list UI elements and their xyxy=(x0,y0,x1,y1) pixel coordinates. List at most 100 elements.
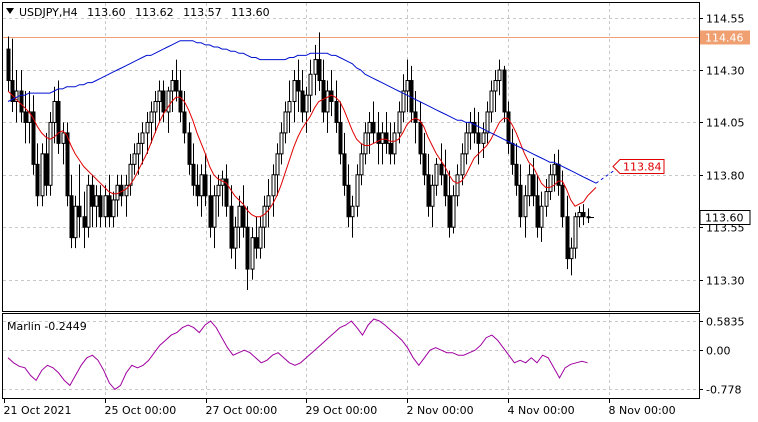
candle xyxy=(287,80,292,133)
candle-body-down xyxy=(376,132,381,144)
candle-body-down xyxy=(502,69,507,113)
candle xyxy=(237,195,242,249)
candle-body-down xyxy=(182,111,187,134)
candle-body-down xyxy=(224,178,229,207)
candle xyxy=(502,65,507,123)
candle-body-up xyxy=(262,205,267,228)
candle-body-up xyxy=(86,184,91,228)
candle xyxy=(19,70,24,123)
candle-body-down xyxy=(178,90,183,113)
price-tick-label: 114.30 xyxy=(706,65,745,78)
candle xyxy=(476,111,481,165)
candle-body-up xyxy=(485,111,490,134)
candle xyxy=(451,185,456,234)
candle-body-up xyxy=(292,80,297,102)
candle-body-up xyxy=(73,205,78,239)
chart-menu-triangle-icon[interactable] xyxy=(6,8,14,14)
candle xyxy=(565,195,570,270)
oscillator-series xyxy=(7,318,588,391)
candle-body-up xyxy=(153,100,158,113)
candle xyxy=(182,91,187,144)
candle xyxy=(98,185,103,228)
candle xyxy=(86,174,91,238)
candle-body-down xyxy=(413,111,418,123)
candle xyxy=(371,101,376,144)
price-panel-frame xyxy=(2,2,700,312)
level-price-label: 114.46 xyxy=(700,30,750,45)
candle xyxy=(107,174,112,228)
candle-body-up xyxy=(233,226,238,249)
candle xyxy=(56,80,61,154)
time-tick-label: 21 Oct 2021 xyxy=(4,404,72,417)
candle xyxy=(384,111,389,154)
candlestick-series xyxy=(6,32,591,291)
candle-body-down xyxy=(409,80,414,113)
candle-body-up xyxy=(136,142,141,155)
candle-body-up xyxy=(460,153,465,176)
candle xyxy=(296,59,301,112)
candle-body-up xyxy=(216,184,221,197)
candle-body-up xyxy=(140,132,145,144)
candle-body-up xyxy=(350,205,355,218)
candle-body-down xyxy=(241,205,246,228)
candle-body-up xyxy=(157,90,162,102)
header-close: 113.60 xyxy=(231,6,270,19)
candle xyxy=(262,195,267,249)
candle-body-up xyxy=(573,216,578,249)
candle-body-up xyxy=(304,94,309,113)
candle-body-down xyxy=(77,205,82,218)
candle-body-up xyxy=(287,100,292,113)
candle-body-up xyxy=(544,191,549,207)
candle-body-up xyxy=(527,174,532,197)
candle xyxy=(216,174,221,217)
candle xyxy=(367,111,372,154)
candle-body-up xyxy=(539,205,544,228)
candle xyxy=(203,153,208,207)
candle-body-down xyxy=(82,216,87,228)
candle-body-down xyxy=(35,163,40,197)
candle xyxy=(447,170,452,238)
candle-body-down xyxy=(439,163,444,176)
candle-body-down xyxy=(6,48,11,82)
candle xyxy=(581,204,586,226)
candle-body-up xyxy=(548,174,553,193)
level-price-label-box xyxy=(700,30,750,45)
candle xyxy=(73,195,78,249)
candle-body-up xyxy=(493,80,498,92)
candle xyxy=(178,70,183,123)
candle xyxy=(212,185,217,249)
candle-body-down xyxy=(203,174,208,197)
candle xyxy=(338,101,343,165)
candle xyxy=(569,237,574,276)
candle xyxy=(401,74,406,123)
candle-body-up xyxy=(552,163,557,176)
candle-body-up xyxy=(489,90,494,113)
candle xyxy=(61,122,66,165)
slow-moving-average-line xyxy=(7,40,597,184)
time-tick-label: 27 Oct 00:00 xyxy=(206,404,278,417)
candle-body-up xyxy=(111,199,116,218)
candle-body-down xyxy=(245,226,250,270)
candle-body-down xyxy=(518,184,523,218)
candle-body-up xyxy=(455,174,460,197)
candle-body-down xyxy=(107,195,112,218)
candle-body-down xyxy=(342,153,347,186)
candle-body-down xyxy=(560,184,565,218)
candle xyxy=(317,32,322,91)
candle xyxy=(392,122,397,165)
candle-body-up xyxy=(430,184,435,207)
candle-body-down xyxy=(338,121,343,155)
candle-body-up xyxy=(124,184,129,197)
candle-body-down xyxy=(506,111,511,144)
candle-body-up xyxy=(61,132,66,144)
candle-body-up xyxy=(52,100,57,123)
candle xyxy=(44,132,49,196)
marlin-oscillator-line xyxy=(7,318,588,391)
candle-body-down xyxy=(514,163,519,186)
candle-body-down xyxy=(191,163,196,186)
candle xyxy=(82,191,87,249)
candle-body-up xyxy=(258,226,263,249)
candle xyxy=(128,153,133,196)
candle xyxy=(388,122,393,165)
candle-body-down xyxy=(300,90,305,113)
